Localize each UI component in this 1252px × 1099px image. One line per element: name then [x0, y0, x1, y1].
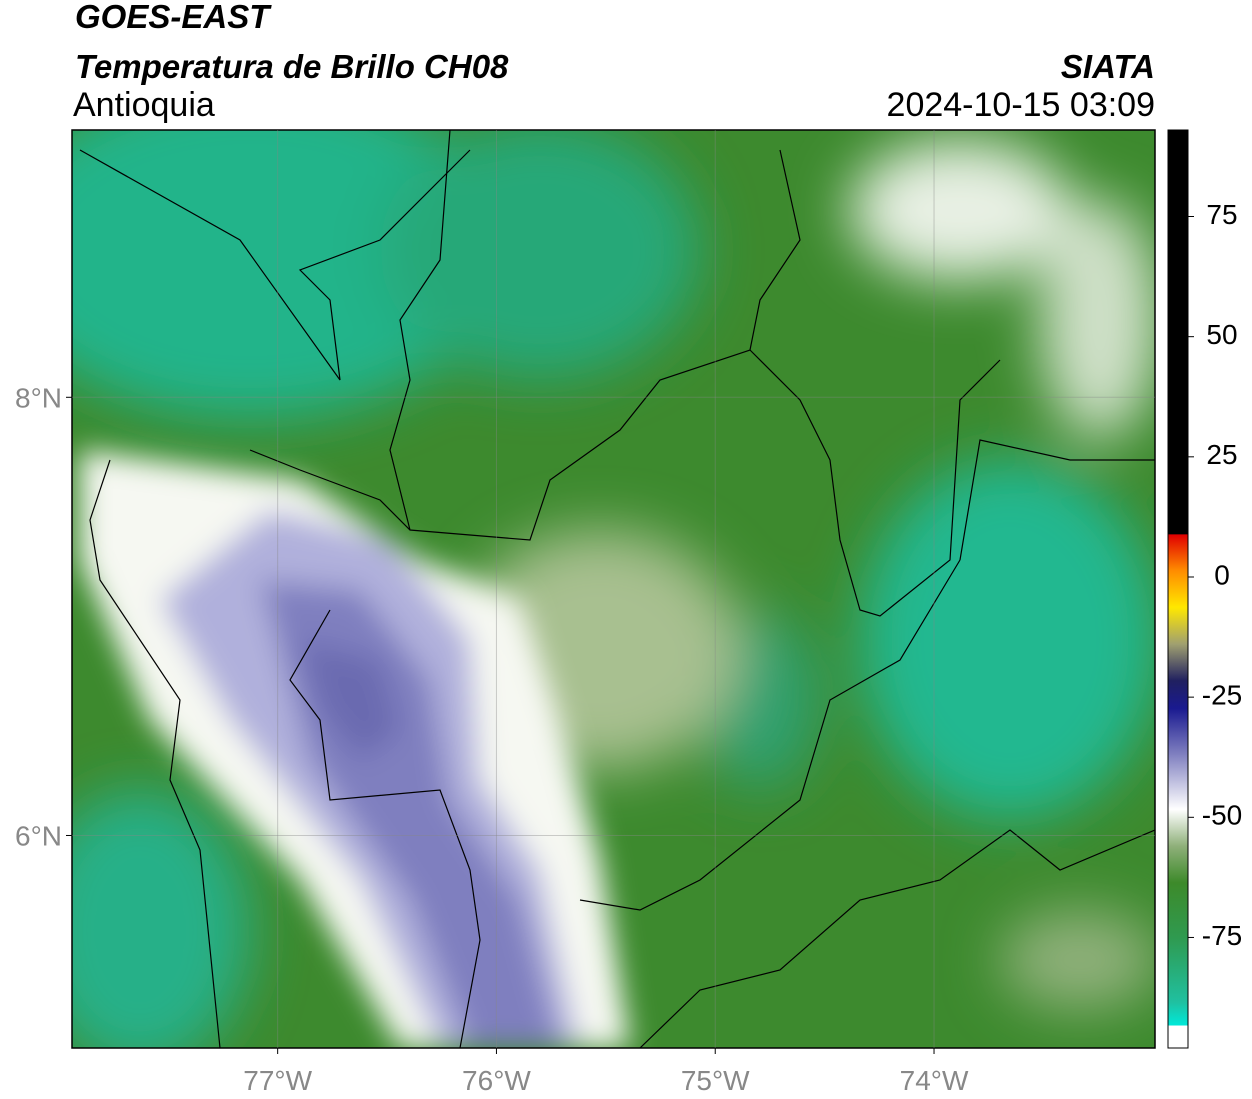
- colorbar-tick-label: 25: [1206, 439, 1237, 470]
- colorbar-tick-label: 50: [1206, 319, 1237, 350]
- satellite-image: [72, 130, 1155, 1048]
- colorbar-tick-label: -25: [1202, 680, 1242, 711]
- x-tick-label: 74°W: [900, 1065, 969, 1096]
- colorbar-tick-label: -50: [1202, 800, 1242, 831]
- x-tick-label: 77°W: [243, 1065, 312, 1096]
- datetime: 2024-10-15 03:09: [887, 86, 1155, 124]
- y-tick-label: 6°N: [15, 820, 62, 851]
- colorbar-tick-label: -75: [1202, 920, 1242, 951]
- y-tick-label: 8°N: [15, 382, 62, 413]
- source: SIATA: [1061, 48, 1155, 85]
- subtitle: Temperatura de Brillo CH08: [75, 48, 509, 85]
- colorbar-tick-label: 0: [1214, 559, 1230, 590]
- boundaries: [79, 130, 1155, 1048]
- x-tick-label: 75°W: [681, 1065, 750, 1096]
- region: Antioquia: [73, 86, 215, 124]
- x-tick-label: 76°W: [462, 1065, 531, 1096]
- title: GOES-EAST: [75, 0, 272, 35]
- map-frame: [71, 129, 1156, 1049]
- colorbar-tick-label: 75: [1206, 199, 1237, 230]
- colorbar: [1167, 129, 1189, 1049]
